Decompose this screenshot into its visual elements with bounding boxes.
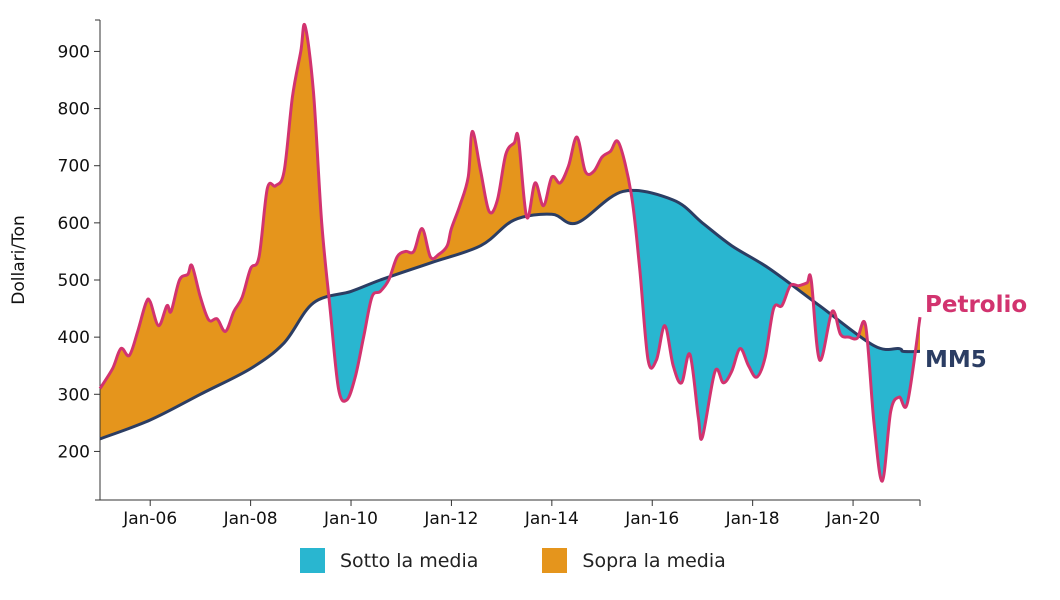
x-axis: Jan-06 Jan-08 Jan-10 Jan-12 Jan-14 Jan-16 Jan-…: [100, 499, 921, 529]
x-tick-label: Jan-16: [624, 509, 679, 529]
area-above-average: [100, 24, 920, 439]
x-tick-label: Jan-20: [825, 509, 880, 529]
y-tick-label: 900: [58, 42, 90, 62]
y-tick-label: 200: [58, 442, 90, 462]
legend-label-below: Sotto la media: [340, 549, 479, 572]
y-tick-label: 600: [58, 214, 90, 234]
area-below-average: [100, 190, 920, 482]
x-tick-label: Jan-12: [423, 509, 478, 529]
legend-item-below: Sotto la media: [300, 548, 478, 573]
y-tick-label: 700: [58, 157, 90, 177]
fill-areas: [100, 24, 920, 482]
y-tick-label: 400: [58, 328, 90, 348]
x-tick-label: Jan-10: [323, 509, 378, 529]
y-axis: 200 300 400 500 600 700 800 900: [58, 19, 101, 501]
x-tick-label: Jan-08: [223, 509, 278, 529]
legend: Sotto la media Sopra la media: [300, 548, 790, 573]
legend-label-above: Sopra la media: [582, 549, 726, 572]
legend-swatch-above: [542, 548, 568, 573]
legend-item-above: Sopra la media: [542, 548, 726, 573]
y-tick-label: 500: [58, 271, 90, 291]
series-line-petrolio: [98, 22, 922, 483]
legend-swatch-below: [300, 548, 325, 573]
y-tick-label: 300: [58, 385, 90, 405]
y-tick-label: 800: [58, 100, 90, 120]
series-label-mm5: MM5: [925, 347, 987, 373]
x-tick-label: Jan-18: [725, 509, 780, 529]
y-axis-title: Dollari/Ton: [9, 215, 29, 304]
x-tick-label: Jan-06: [122, 509, 177, 529]
x-tick-label: Jan-14: [524, 509, 579, 529]
series-line-mm5: [99, 188, 921, 441]
series-label-petrolio: Petrolio: [925, 292, 1027, 318]
